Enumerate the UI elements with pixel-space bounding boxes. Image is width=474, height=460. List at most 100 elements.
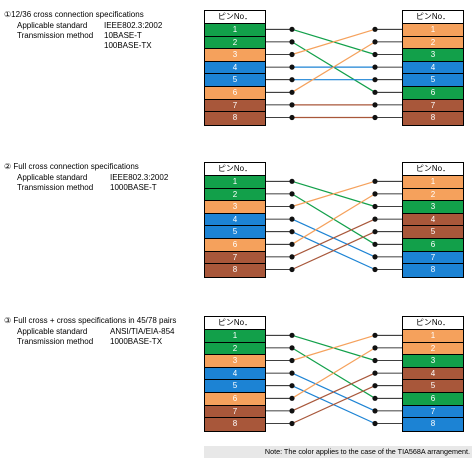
wire-dot bbox=[289, 408, 295, 414]
wire bbox=[291, 180, 376, 208]
pin-cell: 6 bbox=[403, 238, 463, 252]
pin-cell: 4 bbox=[403, 61, 463, 75]
pin-cell: 2 bbox=[403, 342, 463, 356]
wire-dot bbox=[372, 345, 378, 351]
wire-dot bbox=[372, 178, 378, 184]
pin-cell: 3 bbox=[205, 355, 265, 368]
pin-cell: 1 bbox=[205, 330, 265, 343]
pin-cell: 5 bbox=[403, 74, 463, 87]
pin-cell: 3 bbox=[205, 49, 265, 62]
spec-value: 1000BASE-TX bbox=[110, 337, 163, 346]
wire-dot bbox=[289, 254, 295, 260]
pin-cell: 8 bbox=[403, 112, 463, 125]
wire-dot bbox=[289, 370, 295, 376]
wire-dot bbox=[372, 39, 378, 45]
wire-dot bbox=[289, 114, 295, 121]
section-heading: ③ Full cross + cross specifications in 4… bbox=[4, 316, 177, 325]
wire bbox=[291, 28, 376, 56]
wire bbox=[291, 347, 376, 399]
spec-value: 1000BASE-T bbox=[110, 183, 157, 192]
pin-cell: 8 bbox=[205, 112, 265, 125]
section-1: ①12/36 cross connection specifications A… bbox=[0, 0, 474, 140]
pin-cell: 7 bbox=[205, 99, 265, 113]
spec-value: 100BASE-TX bbox=[104, 41, 152, 50]
wire-dot bbox=[372, 383, 378, 389]
spec-value: 10BASE-T bbox=[104, 31, 142, 40]
wire-dot bbox=[289, 345, 295, 351]
pin-cell: 6 bbox=[403, 86, 463, 100]
wire-dot bbox=[372, 191, 378, 197]
wire-dot bbox=[289, 357, 295, 364]
wire-dot bbox=[289, 178, 295, 184]
wire-dot bbox=[372, 229, 378, 235]
wire-dot bbox=[372, 77, 378, 83]
wire-dot bbox=[289, 229, 295, 235]
spec-label: Applicable standard bbox=[17, 21, 88, 30]
wire-dot bbox=[372, 216, 378, 222]
wire bbox=[291, 372, 376, 412]
pin-cell: 4 bbox=[403, 213, 463, 227]
pin-cell: 5 bbox=[205, 74, 265, 87]
left-pin-column: ピンNo． 1 2 3 4 5 6 7 8 bbox=[204, 10, 266, 126]
wire bbox=[291, 334, 376, 362]
wire bbox=[291, 218, 376, 258]
wire-dot bbox=[289, 216, 295, 222]
left-pin-column: ピンNo． 1 2 3 4 5 6 7 8 bbox=[204, 316, 266, 432]
wire-dot bbox=[289, 102, 295, 108]
wire-dot bbox=[289, 26, 295, 32]
pin-header: ピンNo． bbox=[205, 163, 265, 176]
pin-cell: 3 bbox=[205, 201, 265, 214]
wire-dot bbox=[289, 51, 295, 58]
wire-dot bbox=[372, 102, 378, 108]
wire bbox=[291, 231, 376, 271]
pin-cell: 7 bbox=[403, 99, 463, 113]
pin-cell: 2 bbox=[403, 36, 463, 50]
spec-value: ANSI/TIA/EIA-854 bbox=[110, 327, 175, 336]
section-heading: ①12/36 cross connection specifications bbox=[4, 10, 144, 19]
pin-cell: 4 bbox=[205, 61, 265, 75]
right-pin-column: ピンNo． 1 2 3 4 5 6 7 8 bbox=[402, 10, 464, 126]
wire-dot bbox=[289, 64, 295, 70]
wire-dot bbox=[372, 370, 378, 376]
section-heading: ② Full cross connection specifications bbox=[4, 162, 139, 171]
wire-dot bbox=[372, 332, 378, 338]
wire-dot bbox=[372, 266, 378, 273]
pin-cell: 4 bbox=[403, 367, 463, 381]
wire bbox=[291, 193, 376, 245]
pin-header: ピンNo． bbox=[403, 163, 463, 176]
pin-cell: 5 bbox=[403, 380, 463, 393]
wire-dot bbox=[289, 266, 295, 273]
pin-cell: 4 bbox=[205, 367, 265, 381]
pin-cell: 7 bbox=[205, 405, 265, 419]
pin-cell: 8 bbox=[205, 418, 265, 431]
wire-dot bbox=[289, 241, 295, 247]
pin-cell: 7 bbox=[403, 251, 463, 265]
pin-cell: 5 bbox=[205, 380, 265, 393]
right-pin-column: ピンNo． 1 2 3 4 5 6 7 8 bbox=[402, 162, 464, 278]
pin-cell: 1 bbox=[205, 176, 265, 189]
wire-dot bbox=[289, 420, 295, 427]
pin-cell: 7 bbox=[205, 251, 265, 265]
color-note: Note: The color applies to the case of t… bbox=[204, 446, 472, 458]
pin-header: ピンNo． bbox=[205, 11, 265, 24]
pin-cell: 1 bbox=[205, 24, 265, 37]
pin-cell: 4 bbox=[205, 213, 265, 227]
pin-cell: 3 bbox=[403, 355, 463, 368]
pin-cell: 3 bbox=[403, 49, 463, 62]
wire-dot bbox=[372, 357, 378, 364]
pin-cell: 5 bbox=[205, 226, 265, 239]
spec-label: Applicable standard bbox=[17, 327, 88, 336]
wire-dot bbox=[289, 89, 295, 95]
spec-label: Applicable standard bbox=[17, 173, 88, 182]
wire-dot bbox=[289, 395, 295, 401]
wire-dot bbox=[372, 420, 378, 427]
wire-dot bbox=[372, 254, 378, 260]
pin-cell: 1 bbox=[403, 24, 463, 37]
wire-dot bbox=[372, 241, 378, 247]
pin-cell: 7 bbox=[403, 405, 463, 419]
wire-dot bbox=[289, 77, 295, 83]
pin-header: ピンNo． bbox=[403, 11, 463, 24]
pin-cell: 6 bbox=[205, 392, 265, 406]
wire-dot bbox=[372, 89, 378, 95]
